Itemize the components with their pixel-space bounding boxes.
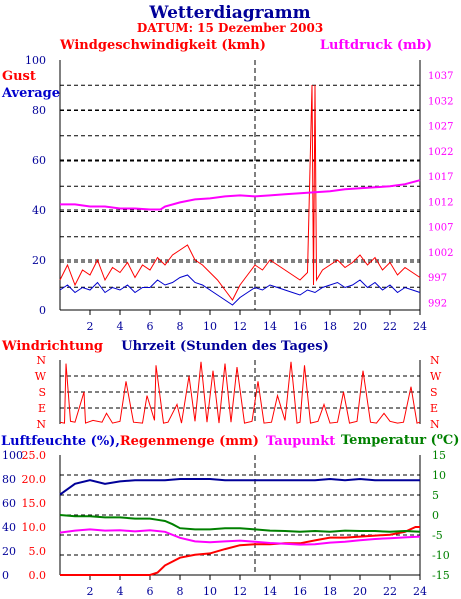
series-line-gust xyxy=(59,84,421,301)
direction-tick-left: N xyxy=(36,354,46,367)
humidity-tick: 80 xyxy=(2,473,16,486)
x-tick-label: 10 xyxy=(203,585,217,598)
humidity-label: Luftfeuchte (%), xyxy=(1,434,120,449)
x-tick-label: 22 xyxy=(383,585,397,598)
temperature-tick: 15 xyxy=(432,449,446,462)
direction-tick-left: N xyxy=(36,418,46,431)
degree-sign: o xyxy=(437,432,443,442)
x-tick-label: 10 xyxy=(203,320,217,333)
direction-tick-left: W xyxy=(35,370,47,383)
pressure-tick: 1032 xyxy=(428,96,453,107)
chart-title: Wetterdiagramm xyxy=(148,3,310,23)
direction-tick-right: E xyxy=(430,402,438,415)
rain-tick: 10.0 xyxy=(22,521,47,534)
temperature-tick: -15 xyxy=(432,569,450,582)
series-line-luftfeuchte xyxy=(59,477,420,496)
x-tick-label: 4 xyxy=(117,320,124,333)
direction-tick-right: W xyxy=(430,370,442,383)
x-axis-label: Uhrzeit (Stunden des Tages) xyxy=(121,339,328,354)
rain-label: Regenmenge (mm) xyxy=(120,434,259,449)
x-tick-label: 18 xyxy=(323,585,337,598)
x-tick-label: 24 xyxy=(413,585,427,598)
wind-speed-tick: 80 xyxy=(32,104,46,117)
rain-tick: 15.0 xyxy=(22,497,47,510)
pressure-tick: 1007 xyxy=(428,223,453,234)
rain-tick: 25.0 xyxy=(22,449,47,462)
x-tick-label: 8 xyxy=(177,320,184,333)
wind-direction-label: Windrichtung xyxy=(1,339,103,354)
pressure-tick: 1017 xyxy=(428,172,453,183)
x-tick-label: 24 xyxy=(413,320,427,333)
humidity-tick: 60 xyxy=(2,497,16,510)
direction-tick-left: S xyxy=(38,386,46,399)
wind-speed-tick: 20 xyxy=(32,254,46,267)
x-tick-label: 22 xyxy=(383,320,397,333)
humidity-tick: 20 xyxy=(2,545,16,558)
x-tick-label: 18 xyxy=(323,320,337,333)
chart-date: DATUM: 15 Dezember 2003 xyxy=(137,21,323,35)
rain-tick: 5.0 xyxy=(29,545,47,558)
x-tick-label: 6 xyxy=(147,320,154,333)
pressure-tick: 1027 xyxy=(428,122,453,133)
x-tick-label: 20 xyxy=(353,585,367,598)
rain-tick: 20.0 xyxy=(22,473,47,486)
pressure-tick: 997 xyxy=(428,273,447,284)
series-line-luftdruck xyxy=(60,179,421,211)
x-tick-label: 4 xyxy=(117,585,124,598)
wind-speed-tick: 40 xyxy=(32,204,46,217)
x-tick-label: 16 xyxy=(293,320,307,333)
x-tick-label: 16 xyxy=(293,585,307,598)
temperature-unit: C) xyxy=(443,433,460,448)
pressure-tick: 992 xyxy=(428,298,447,309)
x-tick-label: 12 xyxy=(233,585,247,598)
series-line-wind-direction xyxy=(59,361,421,424)
humidity-rain-label: Luftfeuchte (%),Regenmenge (mm) xyxy=(1,434,259,449)
temperature-tick: 10 xyxy=(432,469,446,482)
series-line-temperatur xyxy=(59,514,421,533)
humidity-tick: 100 xyxy=(2,449,23,462)
x-tick-label: 12 xyxy=(233,320,247,333)
x-tick-label: 2 xyxy=(87,585,94,598)
x-tick-label: 8 xyxy=(177,585,184,598)
x-tick-label: 2 xyxy=(87,320,94,333)
rain-tick: 0.0 xyxy=(29,569,47,582)
x-tick-label: 20 xyxy=(353,320,367,333)
temperature-tick: -10 xyxy=(432,549,450,562)
x-tick-label: 14 xyxy=(263,320,277,333)
pressure-tick: 1012 xyxy=(428,197,453,208)
humidity-tick: 0 xyxy=(2,569,9,582)
direction-tick-left: E xyxy=(38,402,46,415)
wind-speed-tick: 0 xyxy=(39,304,46,317)
wind-speed-tick: 100 xyxy=(25,54,46,67)
series-line-regenmenge xyxy=(60,526,420,576)
temperature-tick: 0 xyxy=(432,509,439,522)
x-tick-label: 6 xyxy=(147,585,154,598)
pressure-tick: 1022 xyxy=(428,147,453,158)
direction-tick-right: N xyxy=(430,418,440,431)
legend-average: Average xyxy=(1,86,60,101)
pressure-tick: 1037 xyxy=(428,71,453,82)
wind-speed-label: Windgeschwindigkeit (kmh) xyxy=(59,38,266,53)
direction-tick-right: N xyxy=(430,354,440,367)
temperature-tick: 5 xyxy=(432,489,439,502)
temperature-label-text: Temperatur ( xyxy=(341,433,437,448)
pressure-label: Luftdruck (mb) xyxy=(320,38,432,53)
temperature-tick: -5 xyxy=(432,529,443,542)
series-line-taupunkt xyxy=(59,528,421,546)
temperature-label: Temperatur (oC) xyxy=(341,432,459,448)
series-line-average xyxy=(59,274,421,306)
direction-tick-right: S xyxy=(430,386,438,399)
pressure-tick: 1002 xyxy=(428,248,453,259)
humidity-tick: 40 xyxy=(2,521,16,534)
wind-speed-tick: 60 xyxy=(32,154,46,167)
x-tick-label: 14 xyxy=(263,585,277,598)
legend-gust: Gust xyxy=(2,69,36,84)
dewpoint-label: Taupunkt xyxy=(266,434,335,449)
